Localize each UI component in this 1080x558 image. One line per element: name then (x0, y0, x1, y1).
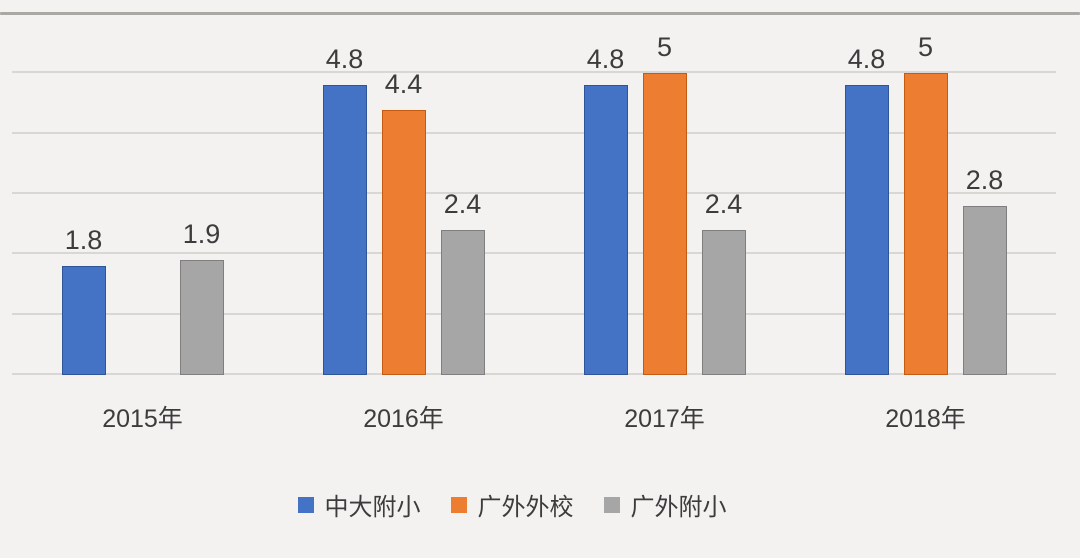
bar-value-label: 1.9 (182, 219, 221, 249)
bar-slot: 4.4 (381, 13, 426, 375)
bar (179, 260, 224, 375)
bar-value-label: 4.4 (384, 69, 423, 99)
bar-group: 4.8 4.4 2.4 (273, 13, 534, 375)
bar-slot: 1.8 (61, 13, 106, 375)
bar-value-label: 5 (656, 32, 673, 62)
legend-label: 广外附小 (630, 494, 727, 521)
x-axis-label: 2017年 (624, 405, 705, 433)
legend-label: 中大附小 (324, 494, 421, 521)
bar-value-label: 4.8 (325, 44, 364, 74)
bar (381, 110, 426, 375)
legend-item: 中大附小 (297, 487, 421, 522)
bar-value-label: 1.8 (64, 225, 103, 255)
gridline (12, 71, 1056, 74)
plot-area: 1.8 1.9 4.8 4.4 2.4 4.8 5 2.4 4.8 5 2.8 (12, 13, 1056, 375)
bar (583, 85, 628, 375)
x-axis-label: 2018年 (885, 405, 966, 433)
bar-group: 4.8 5 2.4 (534, 13, 795, 375)
bar-value-label: 2.4 (704, 189, 743, 219)
bar (701, 230, 746, 375)
bar-slot (121, 13, 165, 375)
bar-slot: 4.8 (844, 13, 889, 375)
top-gridline (0, 12, 1080, 15)
gridline (12, 252, 1056, 255)
bar-value-label: 4.8 (847, 44, 886, 74)
bar-slot: 1.9 (179, 13, 224, 375)
legend-swatch-icon (297, 496, 314, 513)
legend-item: 广外外校 (450, 487, 574, 522)
bar-group: 4.8 5 2.8 (795, 13, 1056, 375)
x-axis: 2015年 2016年 2017年 2018年 (12, 399, 1056, 435)
gridline (12, 131, 1056, 134)
bar-slot: 2.4 (440, 13, 485, 375)
gridline (12, 312, 1056, 315)
bar (844, 85, 889, 375)
bar-slot: 2.8 (962, 13, 1007, 375)
bar (642, 73, 687, 375)
bar-slot: 5 (642, 13, 687, 375)
x-axis-label: 2016年 (363, 405, 444, 433)
bar-value-label: 2.8 (965, 165, 1004, 195)
bar (440, 230, 485, 375)
gridline (12, 373, 1056, 375)
bar-value-label: 5 (917, 32, 934, 62)
bar-slot: 2.4 (701, 13, 746, 375)
bar (322, 85, 367, 375)
gridline (12, 192, 1056, 194)
bar (903, 73, 948, 375)
bar (61, 266, 106, 375)
bar-slot: 4.8 (583, 13, 628, 375)
legend-item: 广外附小 (603, 487, 727, 522)
legend-label: 广外外校 (477, 494, 574, 521)
bar-value-label: 2.4 (443, 189, 482, 219)
bar-group: 1.8 1.9 (12, 13, 273, 375)
bar-slot: 4.8 (322, 13, 367, 375)
legend-swatch-icon (603, 496, 620, 513)
bar-groups-layer: 1.8 1.9 4.8 4.4 2.4 4.8 5 2.4 4.8 5 2.8 (12, 13, 1056, 375)
bar-slot: 5 (903, 13, 948, 375)
legend: 中大附小 广外外校 广外附小 (0, 487, 1024, 522)
bar (962, 206, 1007, 375)
bar-value-label: 4.8 (586, 44, 625, 74)
x-axis-label: 2015年 (102, 405, 183, 433)
legend-swatch-icon (450, 496, 467, 513)
